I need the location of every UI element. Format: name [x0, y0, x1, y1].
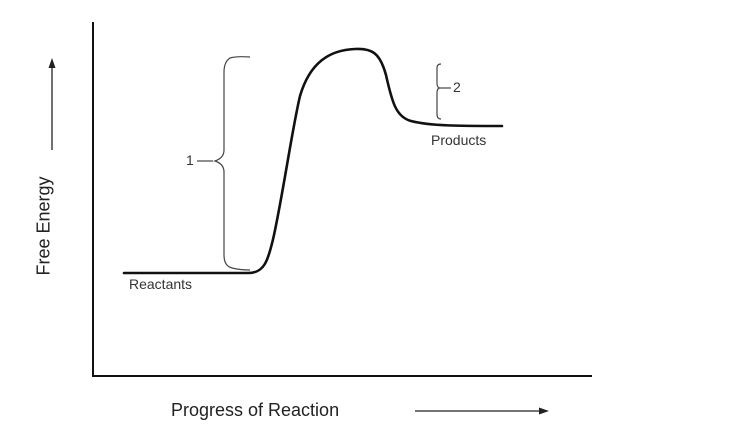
x-axis-title: Progress of Reaction: [171, 400, 340, 420]
label-bracket-2: 2: [453, 79, 461, 95]
y-axis-arrow-icon: [48, 58, 56, 150]
label-products: Products: [431, 132, 487, 148]
bracket-2: [436, 63, 442, 120]
energy-curve: [122, 47, 504, 275]
bracket-1: [213, 56, 251, 271]
x-axis-arrow-icon: [415, 407, 549, 415]
y-axis-title: Free Energy: [33, 176, 54, 276]
label-bracket-1: 1: [186, 152, 194, 168]
label-reactants: Reactants: [129, 276, 193, 292]
